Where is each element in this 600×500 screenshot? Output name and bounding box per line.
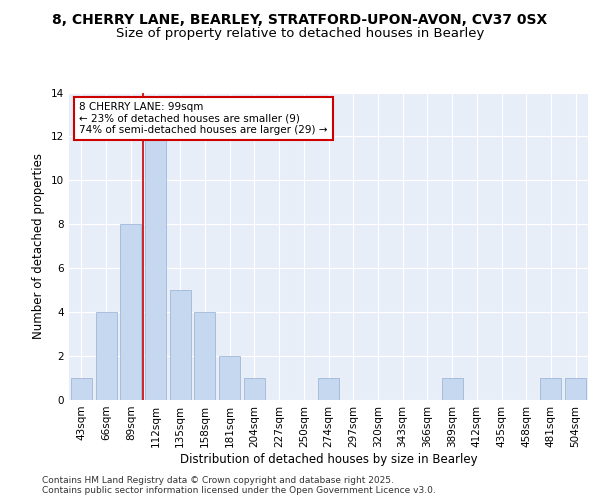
Bar bbox=[565, 378, 586, 400]
Bar bbox=[170, 290, 191, 400]
Bar bbox=[219, 356, 240, 400]
X-axis label: Distribution of detached houses by size in Bearley: Distribution of detached houses by size … bbox=[179, 452, 478, 466]
Bar bbox=[318, 378, 339, 400]
Bar bbox=[541, 378, 562, 400]
Bar bbox=[145, 136, 166, 400]
Text: 8, CHERRY LANE, BEARLEY, STRATFORD-UPON-AVON, CV37 0SX: 8, CHERRY LANE, BEARLEY, STRATFORD-UPON-… bbox=[52, 12, 548, 26]
Text: 8 CHERRY LANE: 99sqm
← 23% of detached houses are smaller (9)
74% of semi-detach: 8 CHERRY LANE: 99sqm ← 23% of detached h… bbox=[79, 102, 328, 135]
Bar bbox=[244, 378, 265, 400]
Y-axis label: Number of detached properties: Number of detached properties bbox=[32, 153, 46, 339]
Bar bbox=[95, 312, 116, 400]
Bar bbox=[442, 378, 463, 400]
Bar bbox=[71, 378, 92, 400]
Bar bbox=[194, 312, 215, 400]
Bar bbox=[120, 224, 141, 400]
Text: Size of property relative to detached houses in Bearley: Size of property relative to detached ho… bbox=[116, 28, 484, 40]
Text: Contains HM Land Registry data © Crown copyright and database right 2025.
Contai: Contains HM Land Registry data © Crown c… bbox=[42, 476, 436, 495]
